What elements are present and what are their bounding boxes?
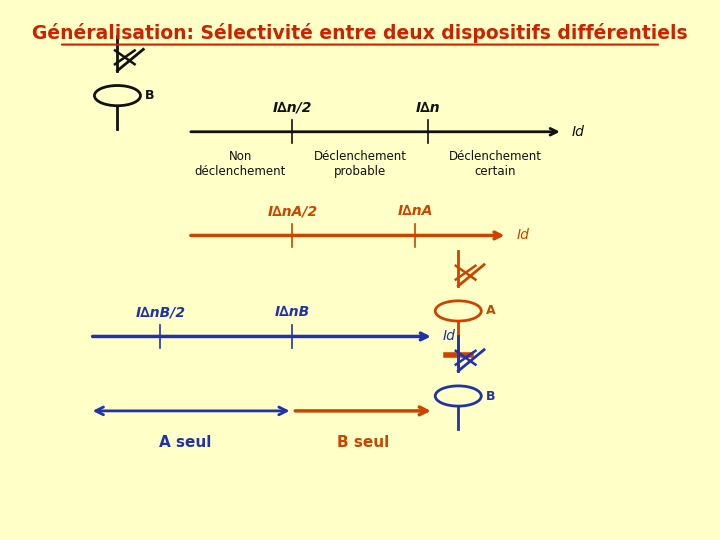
Text: I∆nA: I∆nA <box>397 205 433 218</box>
Text: Généralisation: Sélectivité entre deux dispositifs différentiels: Généralisation: Sélectivité entre deux d… <box>32 23 688 43</box>
Text: B: B <box>486 389 495 402</box>
Text: A: A <box>486 305 495 318</box>
Text: I∆nA/2: I∆nA/2 <box>267 205 318 218</box>
Text: Déclenchement
certain: Déclenchement certain <box>449 150 541 178</box>
Text: I∆n/2: I∆n/2 <box>273 101 312 115</box>
Text: Id: Id <box>516 228 529 242</box>
Text: A seul: A seul <box>159 435 211 450</box>
Text: B: B <box>145 89 155 102</box>
Text: I∆nB: I∆nB <box>275 306 310 320</box>
Text: I∆n: I∆n <box>415 101 440 115</box>
Text: Id: Id <box>572 125 585 139</box>
Text: I∆nB/2: I∆nB/2 <box>135 306 186 320</box>
Text: Non
déclenchement: Non déclenchement <box>194 150 286 178</box>
Text: B seul: B seul <box>337 435 390 450</box>
Text: Id: Id <box>443 329 456 343</box>
Text: Déclenchement
probable: Déclenchement probable <box>313 150 407 178</box>
